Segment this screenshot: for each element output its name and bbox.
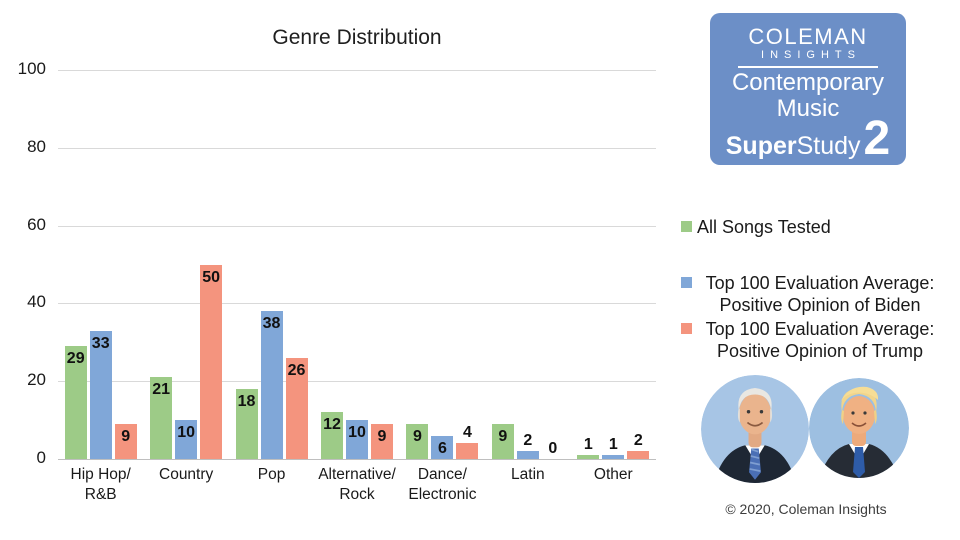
- bar-s0-c0: [64, 346, 87, 459]
- bar-s0-c4: [406, 423, 429, 459]
- x-category-label: Country: [159, 466, 214, 483]
- y-tick-label: 80: [27, 136, 46, 156]
- gridline: [58, 70, 656, 71]
- biden-photo: [701, 375, 809, 483]
- logo-brand-name: COLEMAN: [748, 24, 868, 49]
- logo-line1: Contemporary: [731, 69, 885, 96]
- gridline: [58, 147, 656, 149]
- logo-line2: Music: [776, 95, 840, 122]
- legend-item-biden: Top 100 Evaluation Average: Positive Opi…: [681, 272, 943, 316]
- bar-value-label: 9: [121, 427, 131, 445]
- bar-value-label: 1: [583, 436, 593, 454]
- legend-swatch-salmon: [681, 323, 692, 334]
- x-category-label: Pop: [257, 466, 286, 483]
- x-category-label: Alternative/ Rock: [318, 466, 396, 503]
- bar-value-label: 2: [523, 432, 533, 450]
- bar-s1-c6: [602, 455, 625, 459]
- bar-value-label: 29: [66, 350, 85, 368]
- bar-value-label: 50: [202, 268, 221, 286]
- bar-value-label: 38: [262, 315, 281, 333]
- chart-title: Genre Distribution: [272, 26, 442, 49]
- y-tick-label: 0: [36, 448, 46, 467]
- logo-brand-sub: INSIGHTS: [761, 49, 861, 61]
- bar-s0-c1: [150, 377, 173, 459]
- logo-line3: Super Study 2: [725, 112, 891, 165]
- y-tick-label: 100: [17, 59, 46, 78]
- bar-s0-c3: [321, 412, 343, 459]
- x-category-label: Hip Hop/ R&B: [70, 466, 131, 503]
- gridline: [58, 225, 656, 227]
- trump-photo: [809, 378, 909, 478]
- bar-value-label: 9: [498, 427, 508, 445]
- legend-label: Top 100 Evaluation Average: Positive Opi…: [705, 273, 935, 315]
- legend-swatch-green: [681, 221, 692, 232]
- gridline: [58, 303, 656, 305]
- bar-value-label: 18: [237, 392, 256, 410]
- bar-value-label: 12: [323, 416, 341, 434]
- y-tick-label: 40: [27, 292, 46, 312]
- bar-value-label: 21: [152, 381, 171, 399]
- gridline: [58, 381, 656, 383]
- legend-swatch-blue: [681, 277, 692, 288]
- bar-value-label: 26: [287, 361, 306, 379]
- legend-item-trump: Top 100 Evaluation Average: Positive Opi…: [681, 318, 943, 362]
- bar-s2-c3: [371, 423, 393, 459]
- bar-s2-c6: [627, 451, 650, 459]
- bar-value-label: 1: [608, 436, 618, 454]
- logo-number: 2: [863, 112, 891, 165]
- bar-s1-c4: [431, 435, 454, 459]
- bar-s2-c4: [456, 443, 479, 459]
- y-tick-label: 60: [27, 214, 46, 234]
- logo-divider: [738, 66, 878, 68]
- bar-value-label: 6: [437, 439, 447, 457]
- bar-s0-c2: [235, 388, 258, 459]
- bar-value-label: 9: [412, 427, 422, 445]
- bar-value-label: 10: [177, 424, 196, 442]
- bar-s2-c1: [200, 264, 223, 459]
- copyright-text: © 2020, Coleman Insights: [725, 501, 887, 517]
- legend-label: Top 100 Evaluation Average: Positive Opi…: [705, 319, 935, 361]
- legend-label: All Songs Tested: [697, 217, 831, 237]
- coleman-insights-logo: COLEMAN INSIGHTS Contemporary Music Supe…: [710, 13, 906, 165]
- x-category-label: Latin: [511, 466, 545, 483]
- bar-value-label: 4: [462, 424, 472, 442]
- bar-value-label: 33: [91, 334, 110, 352]
- y-tick-label: 20: [27, 370, 46, 390]
- bar-value-label: 2: [633, 432, 643, 450]
- bar-s2-c0: [114, 423, 137, 459]
- x-axis-line: [58, 459, 656, 460]
- bar-s0-c6: [577, 455, 600, 459]
- bar-s1-c5: [516, 451, 539, 459]
- bar-value-label: 0: [548, 440, 558, 457]
- x-category-label: Dance/ Electronic: [408, 466, 477, 503]
- bar-s0-c5: [491, 423, 514, 459]
- x-category-label: Other: [593, 466, 633, 483]
- bar-s1-c1: [175, 420, 198, 459]
- legend-item-all-songs: All Songs Tested: [681, 216, 943, 238]
- bar-value-label: 9: [377, 427, 387, 445]
- bar-s1-c2: [260, 311, 283, 459]
- bar-s1-c3: [346, 420, 368, 459]
- bar-s1-c0: [89, 330, 112, 459]
- bar-s2-c2: [285, 357, 308, 459]
- bar-value-label: 10: [348, 424, 366, 442]
